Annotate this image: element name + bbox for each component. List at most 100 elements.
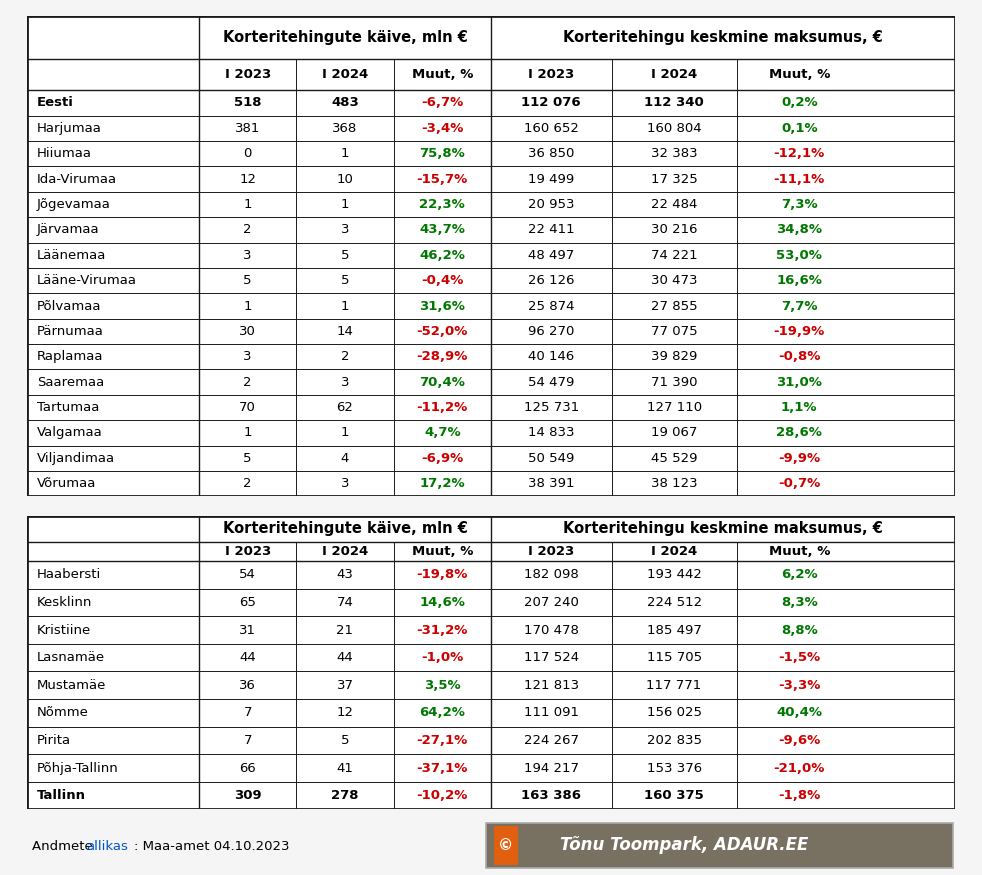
Text: 117 771: 117 771 [646, 679, 702, 692]
Text: 160 804: 160 804 [647, 122, 701, 135]
Text: 7: 7 [244, 706, 252, 719]
Text: Hiiumaa: Hiiumaa [36, 147, 91, 160]
Text: -0,7%: -0,7% [778, 477, 820, 490]
Text: 40 146: 40 146 [528, 350, 574, 363]
Text: 1: 1 [244, 198, 252, 211]
Text: 65: 65 [240, 596, 256, 609]
Text: ©: © [498, 837, 514, 853]
Text: 2: 2 [341, 350, 350, 363]
Text: I 2024: I 2024 [651, 545, 697, 558]
Text: Raplamaa: Raplamaa [36, 350, 103, 363]
Text: 38 123: 38 123 [651, 477, 697, 490]
Text: Lasnamäe: Lasnamäe [36, 651, 105, 664]
Text: Tartumaa: Tartumaa [36, 401, 99, 414]
Text: 185 497: 185 497 [646, 624, 701, 637]
Text: -0,4%: -0,4% [421, 274, 464, 287]
Text: Läänemaa: Läänemaa [36, 248, 106, 262]
Text: Korteritehingute käive, mln €: Korteritehingute käive, mln € [223, 522, 467, 536]
Text: 0,2%: 0,2% [781, 96, 818, 109]
Text: 12: 12 [337, 706, 354, 719]
Text: 30: 30 [240, 325, 256, 338]
Text: -3,3%: -3,3% [778, 679, 820, 692]
Text: -6,7%: -6,7% [421, 96, 464, 109]
Text: I 2023: I 2023 [225, 545, 271, 558]
Text: I 2023: I 2023 [225, 68, 271, 81]
Text: -11,1%: -11,1% [774, 172, 825, 186]
Text: 54 479: 54 479 [528, 375, 574, 388]
Text: 45 529: 45 529 [651, 452, 697, 465]
Text: 22,3%: 22,3% [419, 198, 465, 211]
Text: I 2024: I 2024 [651, 68, 697, 81]
Text: -15,7%: -15,7% [416, 172, 468, 186]
Text: 125 731: 125 731 [523, 401, 578, 414]
Text: : Maa-amet 04.10.2023: : Maa-amet 04.10.2023 [134, 841, 289, 853]
Text: 5: 5 [341, 734, 350, 747]
Text: Muut, %: Muut, % [769, 545, 830, 558]
Text: 1: 1 [341, 426, 350, 439]
Text: -10,2%: -10,2% [416, 789, 468, 802]
Text: 43: 43 [337, 569, 354, 582]
Text: -1,8%: -1,8% [778, 789, 820, 802]
Text: 112 340: 112 340 [644, 96, 704, 109]
Text: 224 267: 224 267 [523, 734, 578, 747]
Text: 25 874: 25 874 [528, 299, 574, 312]
Text: -28,9%: -28,9% [416, 350, 468, 363]
Text: Andmete: Andmete [32, 841, 97, 853]
Text: 4: 4 [341, 452, 350, 465]
Text: Muut, %: Muut, % [411, 68, 473, 81]
Text: -27,1%: -27,1% [416, 734, 468, 747]
Text: 5: 5 [341, 274, 350, 287]
Text: 1: 1 [244, 426, 252, 439]
Text: 3: 3 [341, 375, 350, 388]
Text: 66: 66 [240, 761, 256, 774]
Text: 3: 3 [341, 477, 350, 490]
Text: 30 473: 30 473 [651, 274, 697, 287]
Text: Järvamaa: Järvamaa [36, 223, 99, 236]
Text: 17,2%: 17,2% [419, 477, 465, 490]
Text: 36: 36 [240, 679, 256, 692]
Text: -19,9%: -19,9% [774, 325, 825, 338]
Text: 381: 381 [235, 122, 260, 135]
Text: 8,8%: 8,8% [781, 624, 818, 637]
Text: I 2024: I 2024 [322, 545, 368, 558]
Text: 27 855: 27 855 [651, 299, 697, 312]
Text: -11,2%: -11,2% [416, 401, 468, 414]
Text: 14,6%: 14,6% [419, 596, 465, 609]
Text: 30 216: 30 216 [651, 223, 697, 236]
Text: Haabersti: Haabersti [36, 569, 101, 582]
Text: 44: 44 [240, 651, 256, 664]
Text: 48 497: 48 497 [528, 248, 574, 262]
Text: 70,4%: 70,4% [419, 375, 465, 388]
Text: 21: 21 [337, 624, 354, 637]
Text: Jõgevamaa: Jõgevamaa [36, 198, 111, 211]
Text: 22 484: 22 484 [651, 198, 697, 211]
Text: 74 221: 74 221 [651, 248, 697, 262]
Text: Muut, %: Muut, % [769, 68, 830, 81]
Text: -19,8%: -19,8% [416, 569, 468, 582]
Text: Korteritehingu keskmine maksumus, €: Korteritehingu keskmine maksumus, € [563, 30, 883, 45]
Text: 368: 368 [332, 122, 357, 135]
Text: 202 835: 202 835 [646, 734, 701, 747]
Text: 2: 2 [244, 477, 252, 490]
Text: Mustamäe: Mustamäe [36, 679, 106, 692]
Text: 117 524: 117 524 [523, 651, 578, 664]
Text: -52,0%: -52,0% [416, 325, 468, 338]
Text: 43,7%: 43,7% [419, 223, 465, 236]
Text: Põlvamaa: Põlvamaa [36, 299, 101, 312]
Text: 39 829: 39 829 [651, 350, 697, 363]
Text: Ida-Virumaa: Ida-Virumaa [36, 172, 117, 186]
Text: 5: 5 [244, 452, 252, 465]
Text: 121 813: 121 813 [523, 679, 578, 692]
Text: Korteritehingu keskmine maksumus, €: Korteritehingu keskmine maksumus, € [563, 522, 883, 536]
Text: 16,6%: 16,6% [777, 274, 822, 287]
Text: 194 217: 194 217 [523, 761, 578, 774]
Text: 10: 10 [337, 172, 354, 186]
Text: -6,9%: -6,9% [421, 452, 464, 465]
Text: 77 075: 77 075 [651, 325, 697, 338]
Text: 17 325: 17 325 [651, 172, 697, 186]
Text: Kristiine: Kristiine [36, 624, 91, 637]
Text: I 2023: I 2023 [528, 545, 574, 558]
Text: 160 375: 160 375 [644, 789, 704, 802]
Text: 2: 2 [244, 223, 252, 236]
Text: 3: 3 [244, 248, 252, 262]
